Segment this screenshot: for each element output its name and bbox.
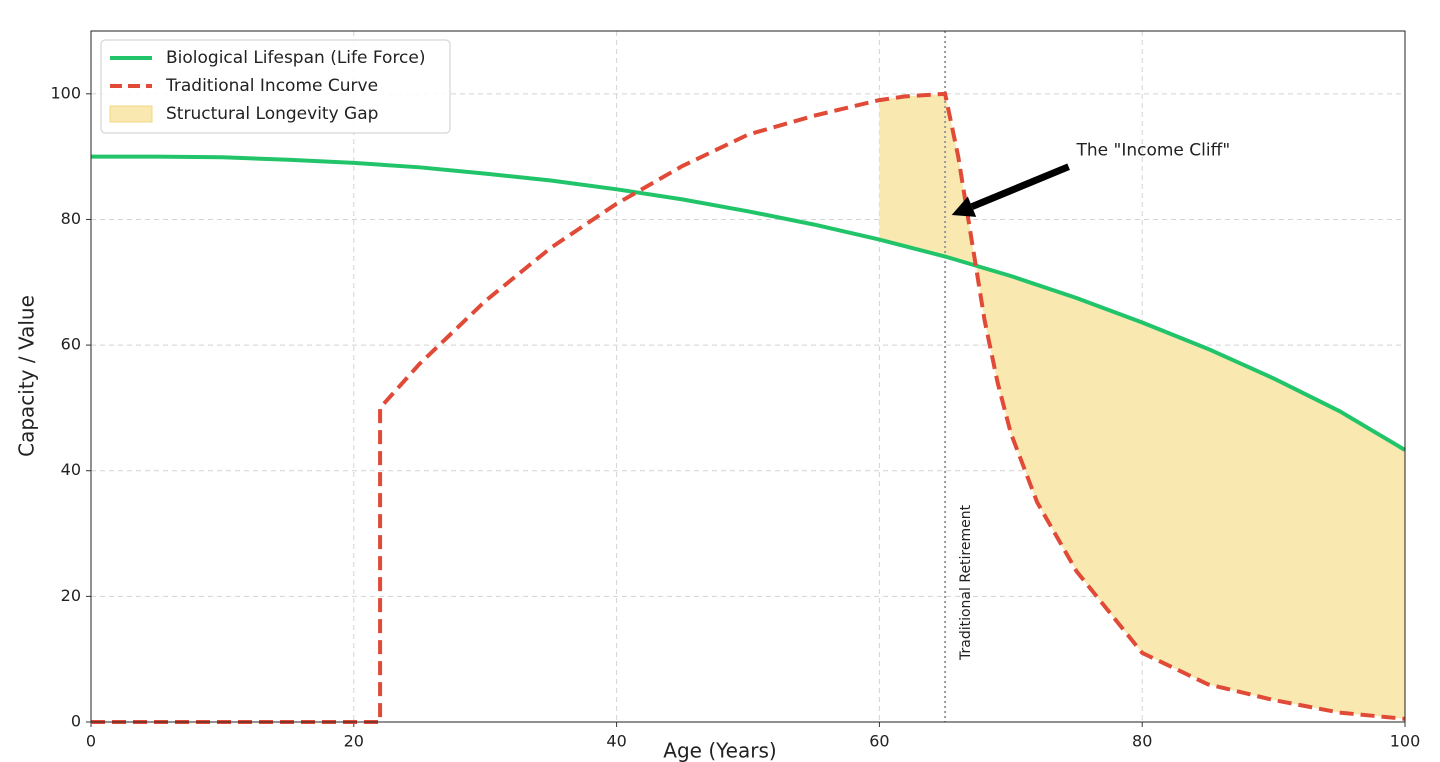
retirement-label: Traditional Retirement: [958, 504, 974, 661]
y-tick-label: 80: [61, 209, 81, 228]
gap-area: [879, 93, 1405, 719]
legend-swatch: [109, 105, 153, 123]
legend-label: Traditional Income Curve: [165, 76, 378, 96]
y-axis-label: Capacity / Value: [15, 295, 39, 457]
annotation-text: The "Income Cliff": [1076, 140, 1231, 160]
y-tick-label: 0: [71, 712, 81, 731]
x-tick-label: 40: [606, 732, 626, 751]
y-tick-label: 20: [61, 586, 81, 605]
x-tick-label: 0: [86, 732, 96, 751]
y-tick-label: 60: [61, 335, 81, 354]
plot-frame: [90, 30, 1406, 723]
legend: Biological Lifespan (Life Force) Traditio…: [100, 39, 451, 134]
x-tick-label: 80: [1132, 732, 1152, 751]
x-tick-label: 60: [869, 732, 889, 751]
legend-box: [100, 39, 451, 134]
series-line: [91, 154, 1407, 452]
y-tick-label: 40: [61, 460, 81, 479]
x-tick-label: 20: [344, 732, 364, 751]
legend-label: Biological Lifespan (Life Force): [166, 48, 426, 68]
annotation-arrow: [970, 163, 1070, 210]
series-line: [91, 91, 1406, 724]
annotation-arrowhead: [951, 196, 977, 217]
x-tick-label: 100: [1390, 732, 1421, 751]
legend-label: Structural Longevity Gap: [166, 104, 378, 124]
x-axis-label: Age (Years): [663, 739, 776, 762]
y-tick-label: 100: [50, 83, 81, 102]
